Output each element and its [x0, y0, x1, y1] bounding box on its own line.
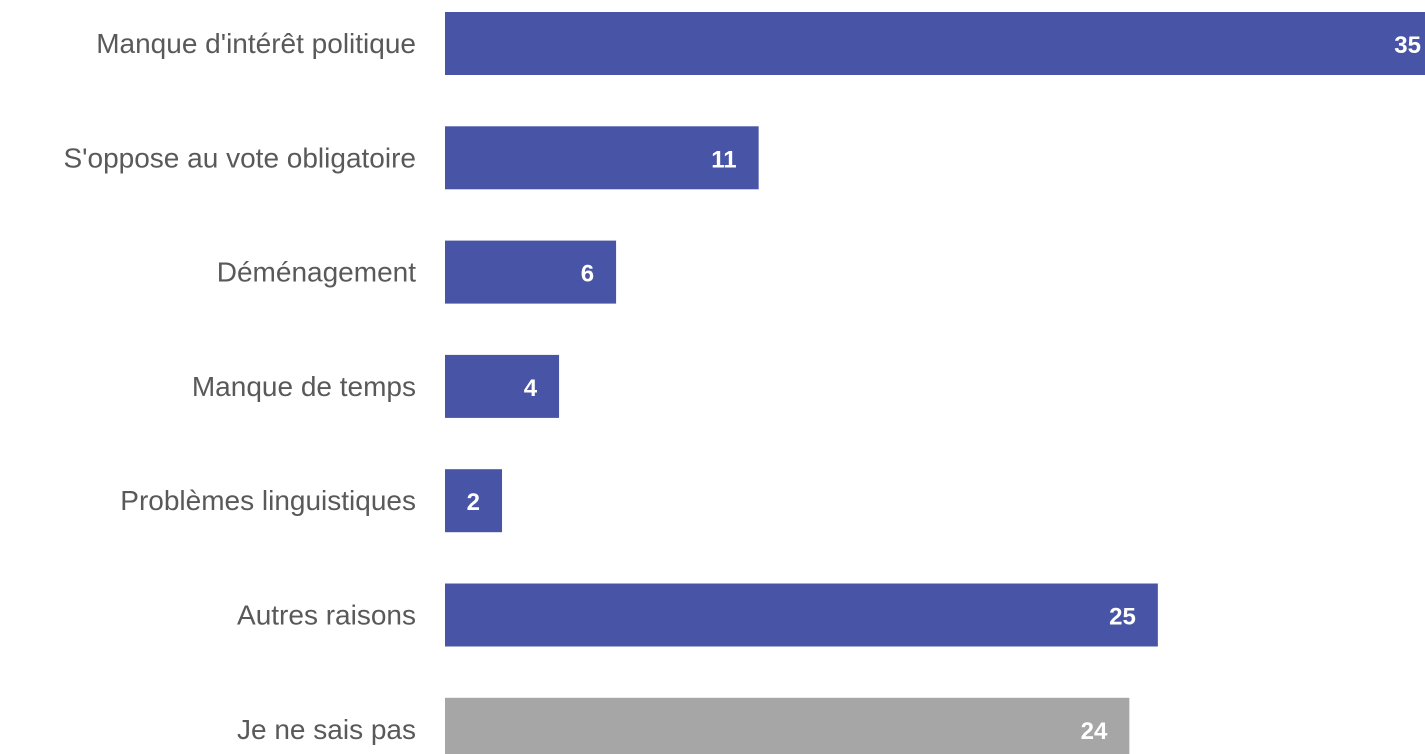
category-label: S'oppose au vote obligatoire [64, 142, 417, 173]
data-label: 35 [1394, 32, 1421, 59]
bar-6 [445, 583, 1158, 647]
bars-group [445, 12, 1425, 754]
bar-7 [445, 697, 1130, 754]
category-labels-group: Manque d'intérêt politique S'oppose au vo… [64, 28, 417, 745]
category-label: Manque de temps [192, 371, 416, 402]
data-label: 25 [1109, 604, 1136, 631]
category-label: Je ne sais pas [237, 714, 416, 745]
bar-1 [445, 12, 1425, 75]
bar-3 [445, 240, 617, 304]
category-label: Autres raisons [237, 600, 416, 631]
data-label: 6 [581, 261, 594, 288]
bar-2 [445, 126, 759, 190]
data-label: 11 [711, 146, 736, 173]
category-label: Problèmes linguistiques [120, 485, 416, 516]
bar-5 [445, 469, 503, 533]
bar-4 [445, 354, 560, 418]
category-label: Déménagement [217, 257, 416, 288]
data-label: 24 [1081, 718, 1108, 745]
category-label: Manque d'intérêt politique [96, 28, 416, 59]
data-label: 4 [524, 375, 538, 402]
value-labels-group: 35 11 6 4 2 25 24 [467, 32, 1421, 745]
data-label: 2 [467, 489, 480, 516]
